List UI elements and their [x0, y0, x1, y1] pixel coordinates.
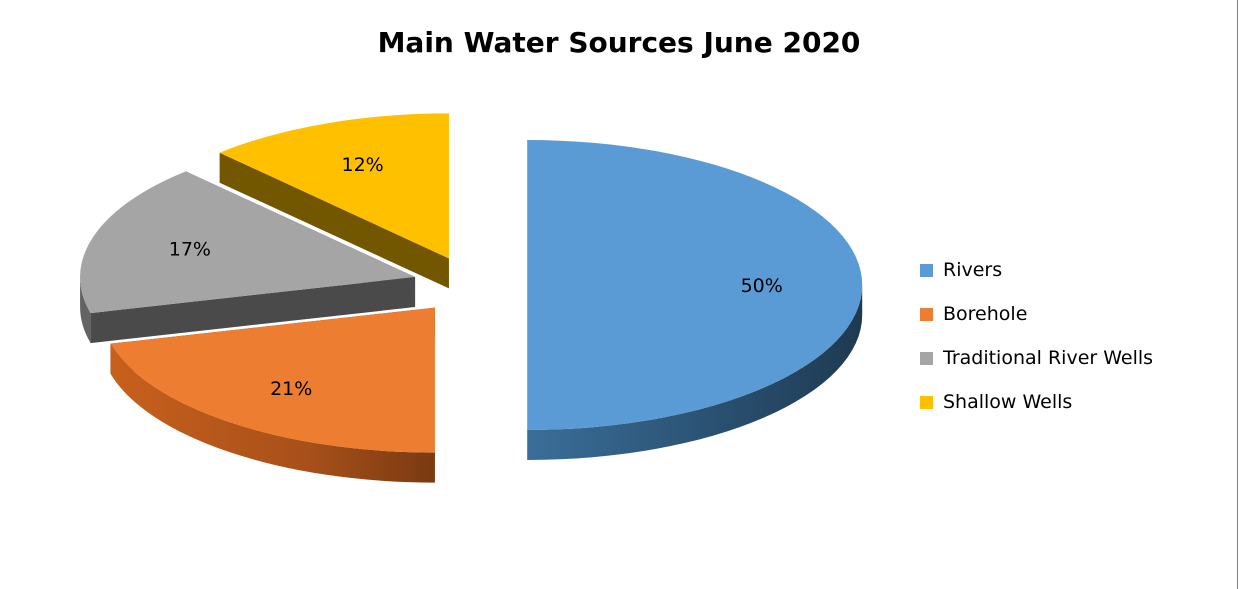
pie-slice-traditional-river-wells: [80, 171, 416, 344]
legend-swatch-shallow-wells: [920, 395, 933, 409]
legend-label-borehole: Borehole: [943, 303, 1028, 325]
data-label-rivers: 50%: [741, 275, 783, 297]
pie-slice-rivers: [527, 140, 863, 460]
legend-swatch-traditional-river-wells: [920, 351, 933, 365]
data-label-shallow-wells: 12%: [342, 154, 384, 176]
data-label-traditional-river-wells: 17%: [169, 239, 211, 261]
data-label-borehole: 21%: [270, 378, 312, 400]
pie-slices: [80, 113, 863, 483]
legend-label-shallow-wells: Shallow Wells: [943, 391, 1073, 413]
legend-label-traditional-river-wells: Traditional River Wells: [943, 347, 1154, 369]
pie-slice-borehole: [110, 307, 435, 483]
legend-item-traditional-river-wells: Traditional River Wells: [920, 336, 1153, 380]
pie-slice-shallow-wells: [219, 113, 449, 289]
legend-item-borehole: Borehole: [920, 292, 1153, 336]
legend: Rivers Borehole Traditional River Wells …: [920, 248, 1153, 424]
legend-swatch-borehole: [920, 307, 933, 321]
legend-swatch-rivers: [920, 263, 933, 277]
pie-data-labels: 17% 12% 50% 21%: [169, 154, 783, 400]
legend-label-rivers: Rivers: [943, 259, 1003, 281]
chart-title: Main Water Sources June 2020: [377, 26, 861, 59]
legend-item-rivers: Rivers: [920, 248, 1153, 292]
legend-item-shallow-wells: Shallow Wells: [920, 380, 1153, 424]
